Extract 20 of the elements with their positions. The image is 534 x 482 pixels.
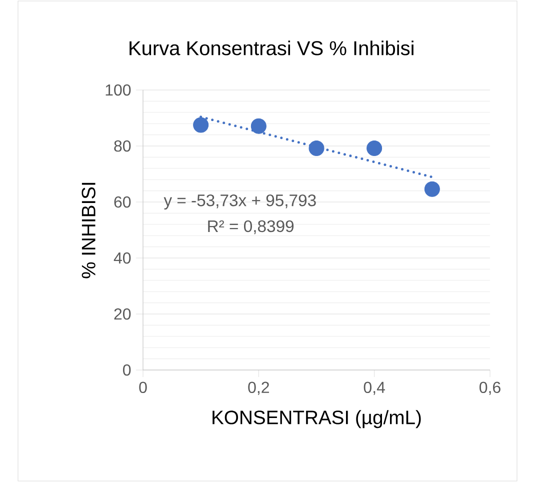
x-tick-label: 0 xyxy=(139,382,147,394)
point xyxy=(424,181,440,197)
y-tick-label: 40 xyxy=(114,252,131,264)
y-tick-label: 80 xyxy=(114,140,131,152)
chart-title: Kurva Konsentrasi VS % Inhibisi xyxy=(130,40,414,56)
x-tick-label: 0,6 xyxy=(480,382,500,395)
y-tick-label: 60 xyxy=(114,196,131,208)
annotation: y = -53,73x + 95,793 xyxy=(164,194,316,210)
point xyxy=(250,118,266,134)
point xyxy=(308,140,324,156)
y-tick-label: 100 xyxy=(106,84,131,96)
y-axis-title: % INHIBISI xyxy=(82,182,96,278)
point xyxy=(366,140,382,156)
x-tick-label: 0,2 xyxy=(248,382,269,395)
y-tick-label: 0 xyxy=(123,364,131,376)
point xyxy=(193,117,209,133)
x-axis-title: KONSENTRASI (µg/mL) xyxy=(212,410,421,428)
x-tick-label: 0,4 xyxy=(364,382,385,395)
y-tick-label: 20 xyxy=(114,308,131,320)
annotation: R² = 0,8399 xyxy=(208,220,294,234)
